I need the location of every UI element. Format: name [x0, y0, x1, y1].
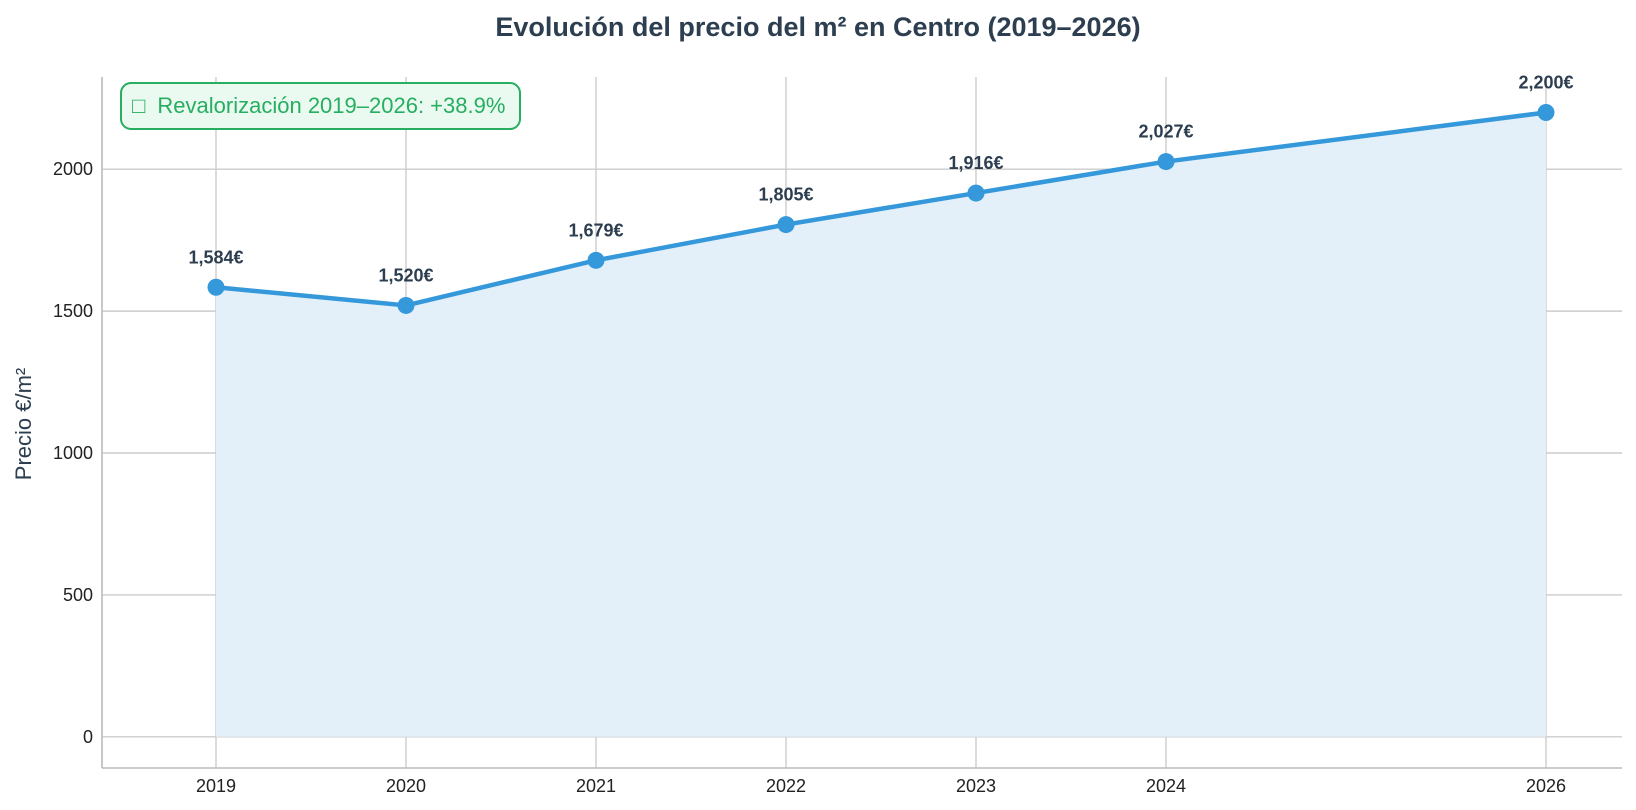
data-point [1537, 103, 1555, 121]
y-tick-label: 500 [63, 585, 93, 605]
chart-title: Evolución del precio del m² en Centro (2… [495, 12, 1140, 42]
y-tick-label: 1000 [53, 443, 93, 463]
area-fill-layer [216, 112, 1546, 737]
x-tick-label: 2019 [196, 776, 236, 796]
data-label: 1,916€ [948, 153, 1003, 173]
data-point [777, 216, 795, 234]
x-tick-label: 2024 [1146, 776, 1186, 796]
y-axis-label: Precio €/m² [11, 368, 36, 480]
annotation-box-background [120, 82, 521, 130]
data-label: 2,200€ [1518, 72, 1573, 92]
y-tick-label: 1500 [53, 301, 93, 321]
tick-labels: 0 500 1000 1500 2000 2019 2020 2021 2022 2023 2024… [53, 159, 1566, 796]
data-points [207, 103, 1555, 314]
annotation-label: Revalorización 2019–2026: +38.9% [157, 93, 505, 118]
data-point [587, 251, 605, 269]
x-tick-label: 2022 [766, 776, 806, 796]
axes [101, 77, 1622, 769]
annotation-text: □ Revalorización 2019–2026: +38.9% [132, 93, 505, 118]
data-labels: 1,584€ 1,520€ 1,679€ 1,805€ 1,916€ 2,027€ 2,20… [188, 72, 1573, 285]
data-label: 1,520€ [378, 265, 433, 285]
annotation-icon: □ [132, 93, 145, 118]
x-tick-label: 2020 [386, 776, 426, 796]
data-label: 1,584€ [188, 247, 243, 267]
x-tick-label: 2023 [956, 776, 996, 796]
data-point [967, 184, 985, 202]
series-area-fill [216, 112, 1546, 737]
x-tick-label: 2026 [1526, 776, 1566, 796]
x-tick-label: 2021 [576, 776, 616, 796]
data-point [207, 278, 225, 296]
data-label: 1,679€ [568, 220, 623, 240]
data-point [397, 296, 415, 314]
y-tick-label: 0 [83, 727, 93, 747]
y-tick-label: 2000 [53, 159, 93, 179]
data-point [1157, 153, 1175, 171]
annotation-box: □ Revalorización 2019–2026: +38.9% [120, 82, 521, 130]
data-label: 2,027€ [1138, 122, 1193, 142]
data-label: 1,805€ [758, 185, 813, 205]
